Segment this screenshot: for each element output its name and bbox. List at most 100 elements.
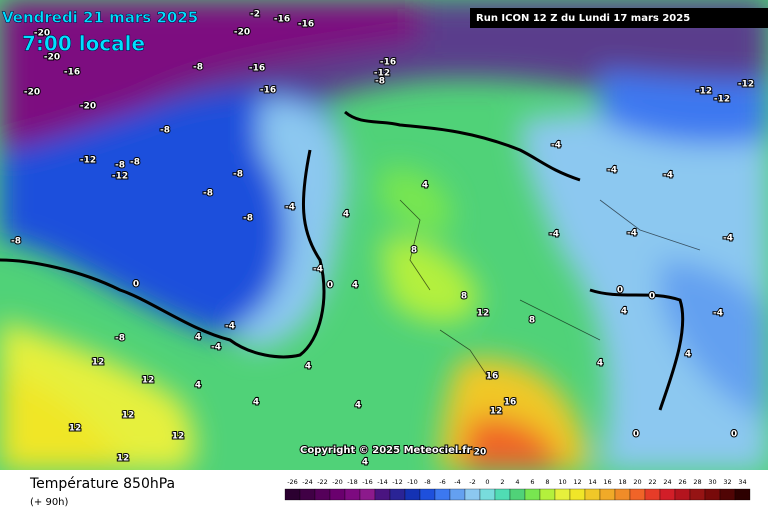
contour-label: -4 bbox=[211, 343, 221, 353]
scale-label: 4 bbox=[515, 478, 519, 486]
scale-label: 16 bbox=[603, 478, 611, 486]
scale-swatch bbox=[434, 488, 451, 501]
scale-label: 2 bbox=[500, 478, 504, 486]
contour-label: -16 bbox=[260, 86, 276, 96]
contour-label: -12 bbox=[80, 156, 96, 166]
scale-label: 14 bbox=[588, 478, 596, 486]
scale-label: -2 bbox=[469, 478, 475, 486]
scale-swatch bbox=[644, 488, 661, 501]
contour-label: 0 bbox=[327, 281, 333, 291]
scale-swatch bbox=[509, 488, 526, 501]
contour-label: 8 bbox=[529, 316, 535, 326]
time: 7:00 locale bbox=[22, 32, 145, 56]
scale-swatch bbox=[599, 488, 616, 501]
contour-label: -20 bbox=[34, 29, 50, 39]
scale-swatch bbox=[659, 488, 676, 501]
scale-label: 28 bbox=[693, 478, 701, 486]
scale-swatch bbox=[674, 488, 691, 501]
contour-label: -12 bbox=[374, 69, 390, 79]
contour-label: -8 bbox=[160, 126, 170, 136]
contour-label: 0 bbox=[617, 286, 623, 296]
scale-label: 10 bbox=[558, 478, 566, 486]
contour-label: -4 bbox=[225, 322, 235, 332]
scale-label: 22 bbox=[648, 478, 656, 486]
scale-label: -24 bbox=[302, 478, 313, 486]
contour-label: 12 bbox=[477, 309, 490, 319]
scale-swatch bbox=[464, 488, 481, 501]
scale-swatch bbox=[299, 488, 316, 501]
contour-label: -8 bbox=[233, 170, 243, 180]
contour-label: -4 bbox=[549, 230, 559, 240]
contour-label: 4 bbox=[253, 398, 259, 408]
contour-label: -20 bbox=[44, 53, 60, 63]
contour-label: -16 bbox=[298, 20, 314, 30]
scale-label: 0 bbox=[485, 478, 489, 486]
contour-label: -4 bbox=[551, 141, 561, 151]
contour-label: 4 bbox=[685, 350, 691, 360]
scale-swatch bbox=[314, 488, 331, 501]
scale-swatch bbox=[689, 488, 706, 501]
contour-label: -4 bbox=[285, 203, 295, 213]
date: Vendredi 21 mars 2025 bbox=[2, 9, 198, 27]
contour-label: -4 bbox=[627, 229, 637, 239]
parameter: Température 850hPa bbox=[29, 476, 175, 492]
contour-labels: -20-16 -16-2-20-20-16-20-20-8 -16-16-16-12… bbox=[10, 9, 755, 469]
copyright: Copyright © 2025 Meteociel.fr bbox=[300, 445, 471, 456]
contour-label: 12 bbox=[490, 407, 503, 417]
scale-swatch bbox=[494, 488, 511, 501]
contour-label: 4 bbox=[597, 359, 603, 369]
contour-label: 12 bbox=[122, 411, 135, 421]
scale-label: -14 bbox=[377, 478, 388, 486]
scale-swatch bbox=[389, 488, 406, 501]
scale-swatch bbox=[704, 488, 721, 501]
contour-label: 4 bbox=[355, 401, 361, 411]
contour-label: -4 bbox=[607, 166, 617, 176]
scale-label: -12 bbox=[392, 478, 403, 486]
contour-label: 8 bbox=[461, 292, 467, 302]
scale-label: -22 bbox=[317, 478, 328, 486]
contour-label: -16 bbox=[249, 64, 265, 74]
contour-label: -12 bbox=[112, 172, 128, 182]
scale-label: 6 bbox=[530, 478, 534, 486]
contour-label: -12 bbox=[738, 80, 754, 90]
color-scale: -26 -24 -22 -20 -18 -16 -14 -12 -10 -8 -6 -4 -2 0 2 4 6 8… bbox=[284, 478, 751, 501]
contour-label: 16 bbox=[504, 398, 517, 408]
contour-label: 0 bbox=[633, 430, 639, 440]
contour-label: -8 bbox=[243, 214, 253, 224]
scale-label: -6 bbox=[439, 478, 445, 486]
contour-label: -8 bbox=[130, 158, 140, 168]
contour-label: -8 bbox=[203, 189, 213, 199]
contour-label: 0 bbox=[133, 280, 139, 290]
scale-swatch bbox=[284, 488, 301, 501]
contour-label: -8 bbox=[11, 237, 21, 247]
scale-swatch bbox=[374, 488, 391, 501]
contour-label: 4 bbox=[422, 181, 428, 191]
contour-label: -12 bbox=[696, 87, 712, 97]
run-box bbox=[470, 8, 768, 28]
temperature-field: -20-16 -16-2-20-20-16-20-20-8 -16-16-16-12… bbox=[0, 0, 768, 470]
contour-label: -12 bbox=[714, 95, 730, 105]
scale-swatch bbox=[449, 488, 466, 501]
contour-label: -4 bbox=[313, 265, 323, 275]
contour-label: 0 bbox=[731, 430, 737, 440]
scale-label: 34 bbox=[738, 478, 746, 486]
scale-label: 20 bbox=[633, 478, 641, 486]
lead-time: (+ 90h) bbox=[30, 497, 69, 508]
scale-label: 12 bbox=[573, 478, 581, 486]
contour-label: 4 bbox=[195, 381, 201, 391]
contour-label: 12 bbox=[92, 358, 105, 368]
scale-swatch bbox=[344, 488, 361, 501]
contour-label: 8 bbox=[411, 246, 417, 256]
scale-swatch bbox=[539, 488, 556, 501]
scale-label: -4 bbox=[454, 478, 460, 486]
contour-label: -20 bbox=[234, 28, 250, 38]
contour-label: 4 bbox=[362, 458, 368, 468]
scale-swatch bbox=[614, 488, 631, 501]
scale-swatch bbox=[554, 488, 571, 501]
contour-label: -16 bbox=[274, 15, 290, 25]
contour-label: -4 bbox=[723, 234, 733, 244]
scale-swatch bbox=[734, 488, 751, 501]
scale-swatch bbox=[359, 488, 376, 501]
contour-label: -20 bbox=[80, 102, 96, 112]
